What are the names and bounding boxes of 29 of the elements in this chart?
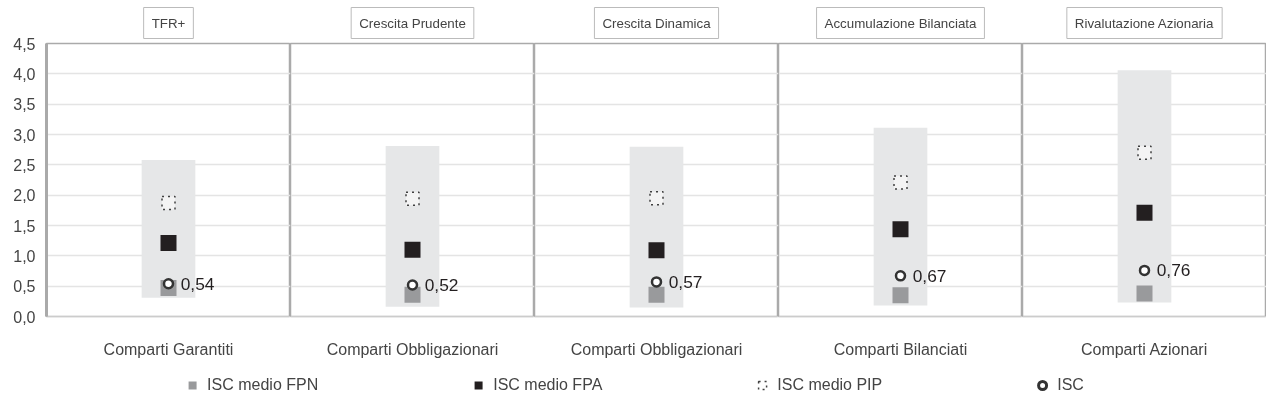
y-tick-label: 3,5 xyxy=(13,96,36,114)
chart-title: Crescita Prudente xyxy=(359,15,466,31)
y-tick-label: 4,0 xyxy=(13,65,36,83)
data-label: 0,76 xyxy=(1156,260,1191,281)
legend-label: ISC medio FPN xyxy=(207,376,319,394)
y-tick-label: 2,0 xyxy=(13,187,36,205)
x-tick-label: Comparti Obbligazionari xyxy=(570,340,743,358)
x-tick-label: Comparti Garantiti xyxy=(103,340,234,358)
data-label: 0,67 xyxy=(912,265,947,286)
x-tick-label: Comparti Obbligazionari xyxy=(326,340,499,358)
y-tick-label: 1,5 xyxy=(13,217,36,235)
y-tick-label: 0,5 xyxy=(13,278,36,296)
y-tick-label: 2,5 xyxy=(13,156,36,174)
x-tick-label: Comparti Azionari xyxy=(1080,340,1208,358)
chart-title: TFR+ xyxy=(151,15,186,31)
chart-title: Rivalutazione Azionaria xyxy=(1074,15,1214,31)
legend-label: ISC medio FPA xyxy=(493,376,603,394)
chart-title: Crescita Dinamica xyxy=(602,15,712,31)
y-tick-label: 0,0 xyxy=(13,308,36,326)
x-tick-label: Comparti Bilanciati xyxy=(833,340,968,358)
y-tick-label: 1,0 xyxy=(13,247,36,265)
y-tick-label: 3,0 xyxy=(13,126,36,144)
y-tick-label: 4,5 xyxy=(13,35,36,53)
data-label: 0,57 xyxy=(668,271,703,292)
data-label: 0,52 xyxy=(424,274,459,295)
chart-title: Accumulazione Bilanciata xyxy=(824,15,978,31)
data-label: 0,54 xyxy=(180,273,215,294)
legend-label: ISC xyxy=(1057,376,1084,394)
legend-label: ISC medio PIP xyxy=(777,376,883,394)
